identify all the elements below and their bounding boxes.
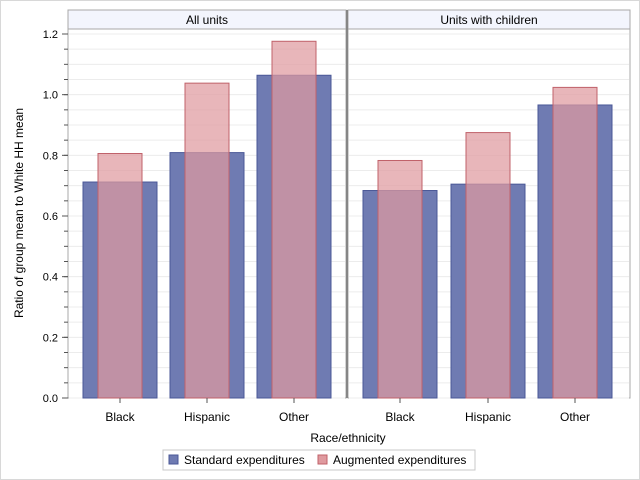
x-tick-label: Other bbox=[560, 410, 590, 424]
x-axis-label: Race/ethnicity bbox=[310, 431, 385, 445]
y-tick-label: 1.0 bbox=[43, 90, 58, 102]
panel-title-1: All units bbox=[186, 13, 228, 27]
x-tick-label: Black bbox=[385, 410, 415, 424]
y-axis: 0.0 0.2 0.4 0.6 0.8 1.0 1.2 bbox=[43, 29, 68, 405]
bar-augmented-black bbox=[377, 159, 423, 399]
x-axis: Black Hispanic Other Black Hispanic Other bbox=[105, 398, 590, 424]
y-tick-label: 0.6 bbox=[43, 211, 58, 223]
x-tick-label: Hispanic bbox=[465, 410, 511, 424]
x-tick-label: Hispanic bbox=[184, 410, 230, 424]
legend-swatch-standard bbox=[168, 454, 179, 465]
y-tick-label: 0.4 bbox=[43, 272, 58, 284]
panel-title-2: Units with children bbox=[440, 13, 537, 27]
bar-augmented-hispanic bbox=[184, 82, 230, 399]
bar-augmented-other bbox=[552, 86, 598, 399]
y-tick-label: 1.2 bbox=[43, 29, 58, 41]
y-tick-label: 0.0 bbox=[43, 393, 58, 405]
bar-augmented-other bbox=[271, 40, 317, 399]
legend-label-augmented: Augmented expenditures bbox=[333, 453, 466, 467]
bar-augmented-black bbox=[97, 153, 143, 399]
bars bbox=[82, 40, 613, 399]
y-tick-label: 0.8 bbox=[43, 150, 58, 162]
x-tick-label: Black bbox=[105, 410, 135, 424]
y-tick-label: 0.2 bbox=[43, 332, 58, 344]
legend-label-standard: Standard expenditures bbox=[184, 453, 305, 467]
y-axis-label: Ratio of group mean to White HH mean bbox=[12, 108, 26, 318]
bar-augmented-hispanic bbox=[465, 132, 511, 399]
legend-swatch-augmented bbox=[317, 454, 328, 465]
x-tick-label: Other bbox=[279, 410, 309, 424]
